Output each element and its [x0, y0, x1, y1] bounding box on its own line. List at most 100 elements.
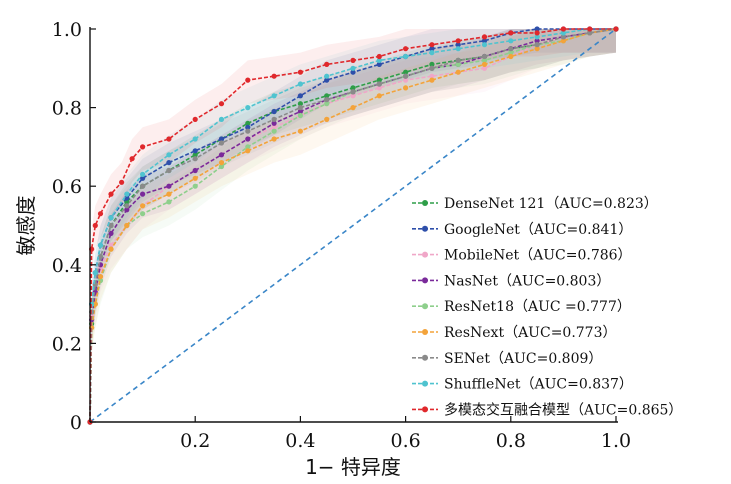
data-point: [508, 53, 514, 60]
data-point: [481, 53, 488, 60]
data-point: [481, 65, 488, 71]
data-point: [455, 69, 461, 75]
legend-label: GoogleNet（AUC=0.841）: [444, 222, 632, 238]
data-point: [271, 120, 277, 126]
confidence-band-0: [90, 29, 616, 422]
data-point: [481, 38, 488, 44]
data-point: [271, 116, 277, 122]
data-point: [271, 93, 277, 99]
legend-swatch-marker: [422, 277, 428, 284]
data-point: [429, 65, 435, 71]
confidence-band-7: [90, 29, 616, 422]
data-point: [481, 61, 488, 67]
data-point: [245, 120, 251, 126]
data-point: [166, 152, 172, 158]
x-axis-title: 1− 特异度: [305, 455, 401, 479]
data-point: [560, 34, 567, 40]
data-point: [124, 195, 130, 201]
data-point: [481, 34, 488, 40]
data-point: [481, 57, 488, 64]
data-point: [140, 203, 146, 209]
legend-item-6: SENet（AUC=0.809）: [412, 351, 602, 367]
data-point: [376, 85, 382, 91]
data-point: [166, 191, 172, 197]
legend-item-5: ResNext（AUC=0.773）: [412, 325, 617, 341]
legend-item-4: ResNet18（AUC =0.777）: [412, 299, 631, 315]
data-point: [124, 207, 130, 213]
data-point: [324, 73, 330, 79]
data-point: [192, 148, 198, 154]
data-point: [324, 101, 330, 107]
data-point: [92, 222, 98, 229]
x-tick-label: 0.4: [285, 430, 315, 452]
legend-swatch-marker: [422, 251, 428, 258]
series-8: [87, 26, 619, 425]
data-point: [534, 42, 540, 48]
data-point: [245, 124, 251, 130]
legend-swatch-marker: [422, 406, 428, 413]
data-point: [140, 171, 146, 177]
data-point: [218, 163, 225, 170]
data-point: [455, 46, 461, 52]
legend-swatch-marker: [422, 225, 428, 232]
data-point: [455, 61, 461, 67]
data-point: [324, 116, 330, 122]
legend-item-2: MobileNet（AUC=0.786）: [412, 248, 632, 264]
data-point: [350, 85, 356, 91]
data-point: [534, 38, 540, 44]
data-point: [297, 69, 303, 75]
data-point: [166, 136, 172, 142]
legend-label: DenseNet 121（AUC=0.823）: [444, 196, 658, 212]
data-point: [108, 246, 114, 252]
data-point: [92, 270, 98, 276]
data-point: [350, 65, 356, 71]
data-point: [508, 38, 514, 44]
legend-swatch-marker: [422, 380, 428, 387]
data-point: [119, 179, 125, 185]
data-point: [403, 85, 409, 91]
data-point: [92, 301, 98, 307]
data-point: [403, 53, 409, 60]
data-point: [376, 81, 382, 87]
data-point: [192, 183, 198, 189]
data-point: [534, 26, 540, 32]
data-point: [124, 222, 130, 229]
y-tick-label: 0.8: [52, 98, 82, 120]
y-tick-label: 0.4: [52, 255, 82, 277]
data-point: [97, 274, 104, 280]
series-line-8: [89, 28, 616, 423]
data-point: [376, 53, 382, 60]
legend-item-1: GoogleNet（AUC=0.841）: [412, 222, 632, 238]
data-point: [350, 89, 356, 95]
data-point: [455, 42, 461, 48]
data-point: [613, 26, 619, 32]
legend-swatch-marker: [422, 200, 428, 206]
data-point: [271, 108, 277, 115]
confidence-band-1: [90, 29, 616, 422]
legend-swatch-marker: [422, 303, 428, 310]
data-point: [245, 144, 251, 150]
data-point: [429, 61, 435, 67]
data-point: [166, 199, 172, 205]
confidence-band-6: [90, 29, 616, 422]
data-point: [587, 30, 593, 36]
legend-label: ResNext（AUC=0.773）: [444, 325, 617, 341]
data-point: [140, 183, 146, 189]
data-point: [403, 73, 409, 79]
data-point: [218, 152, 225, 158]
data-point: [534, 30, 540, 36]
data-point: [376, 77, 382, 83]
data-point: [403, 69, 409, 75]
data-point: [403, 77, 409, 83]
data-point: [376, 57, 382, 64]
data-point: [108, 215, 114, 221]
confidence-band-8: [90, 29, 616, 422]
legend-label: 多模态交互融合模型（AUC=0.865）: [444, 401, 682, 418]
data-point: [429, 50, 435, 56]
data-point: [97, 254, 104, 260]
data-point: [218, 116, 225, 122]
data-point: [508, 46, 514, 52]
data-point: [218, 101, 225, 107]
data-point: [192, 152, 198, 158]
